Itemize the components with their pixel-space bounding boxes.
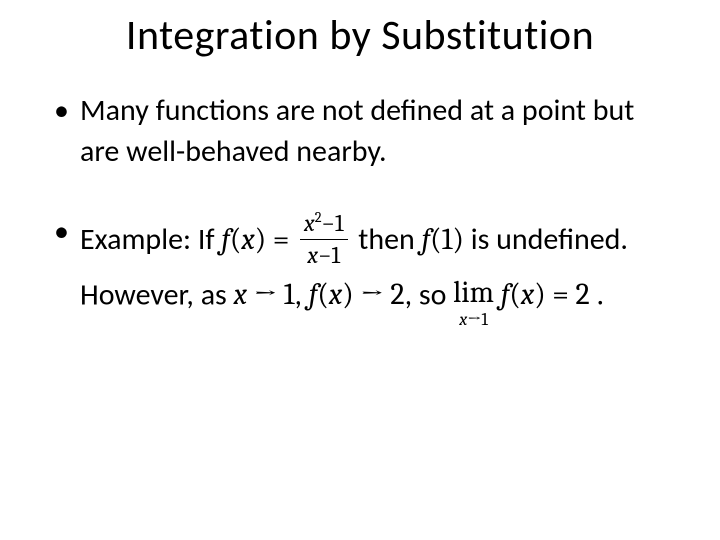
b2-mid1: then <box>352 221 422 258</box>
b2-num-minus1: −1 <box>322 209 344 237</box>
bullet-list: Many functions are not defined at a poin… <box>50 91 670 323</box>
b2-eq: = <box>266 222 296 257</box>
b2-fx-f: f <box>221 222 230 257</box>
b2-two: 2 <box>390 277 404 312</box>
b2-lim-sub-arrow: → <box>467 309 481 330</box>
b2-f1-close: ) <box>452 222 463 257</box>
bullet-1: Many functions are not defined at a poin… <box>50 91 670 172</box>
slide: Integration by Substitution Many functio… <box>0 0 720 540</box>
b2-arrow1: → <box>247 277 284 312</box>
b2-limit: lim x→1 <box>453 278 494 329</box>
b2-num-x: x <box>304 209 315 237</box>
b2-f1-open: ( <box>430 222 441 257</box>
b2-frac-den: x−1 <box>300 240 348 269</box>
b2-arrow2: → <box>354 277 391 312</box>
b2-lim-fx-close: ) <box>534 277 545 312</box>
b2-num-exp: 2 <box>315 209 322 226</box>
b2-f1-arg: 1 <box>442 222 453 257</box>
b2-lim-sub: x→1 <box>453 310 494 329</box>
b2-fx-open: ( <box>230 222 241 257</box>
b2-prefix: Example: If <box>80 221 221 258</box>
bullet-1-text: Many functions are not defined at a poin… <box>80 92 634 170</box>
b2-comma: , <box>295 276 309 313</box>
b2-lim-eq: = <box>546 277 576 312</box>
b2-fx2-close: ) <box>342 277 353 312</box>
b2-den-x: x <box>307 241 318 269</box>
b2-lim-sub-val: 1 <box>481 309 488 330</box>
b2-lim-fx-var: x <box>521 277 534 312</box>
b2-den-minus1: −1 <box>318 241 340 269</box>
b2-period: . <box>590 276 604 313</box>
b2-fx-var: x <box>241 222 254 257</box>
b2-frac-num: x2−1 <box>300 210 348 240</box>
b2-lim-val: 2 <box>576 277 590 312</box>
slide-body: Many functions are not defined at a poin… <box>40 91 680 323</box>
b2-one: 1 <box>284 277 295 312</box>
slide-title: Integration by Substitution <box>40 10 680 61</box>
b2-mid3: , so <box>405 276 454 313</box>
b2-fx2-var: x <box>329 277 342 312</box>
b2-fx-close: ) <box>255 222 266 257</box>
b2-xvar: x <box>234 277 247 312</box>
b2-fx2-open: ( <box>317 277 328 312</box>
b2-lim-word: lim <box>453 278 494 308</box>
bullet-2: Example: If f(x) = x2−1x−1 then f(1) is … <box>50 212 670 323</box>
b2-lim-fx-open: ( <box>509 277 520 312</box>
b2-f1-f: f <box>422 222 431 257</box>
b2-fraction: x2−1x−1 <box>300 210 348 270</box>
